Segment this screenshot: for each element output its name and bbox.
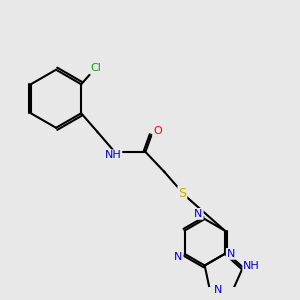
Text: N: N — [214, 285, 222, 295]
Text: N: N — [227, 249, 235, 259]
Text: Cl: Cl — [90, 63, 101, 73]
Text: N: N — [174, 252, 183, 262]
Text: NH: NH — [105, 150, 121, 160]
Text: O: O — [153, 126, 162, 136]
Text: NH: NH — [243, 261, 260, 271]
Text: S: S — [178, 187, 186, 200]
Text: N: N — [194, 209, 203, 219]
